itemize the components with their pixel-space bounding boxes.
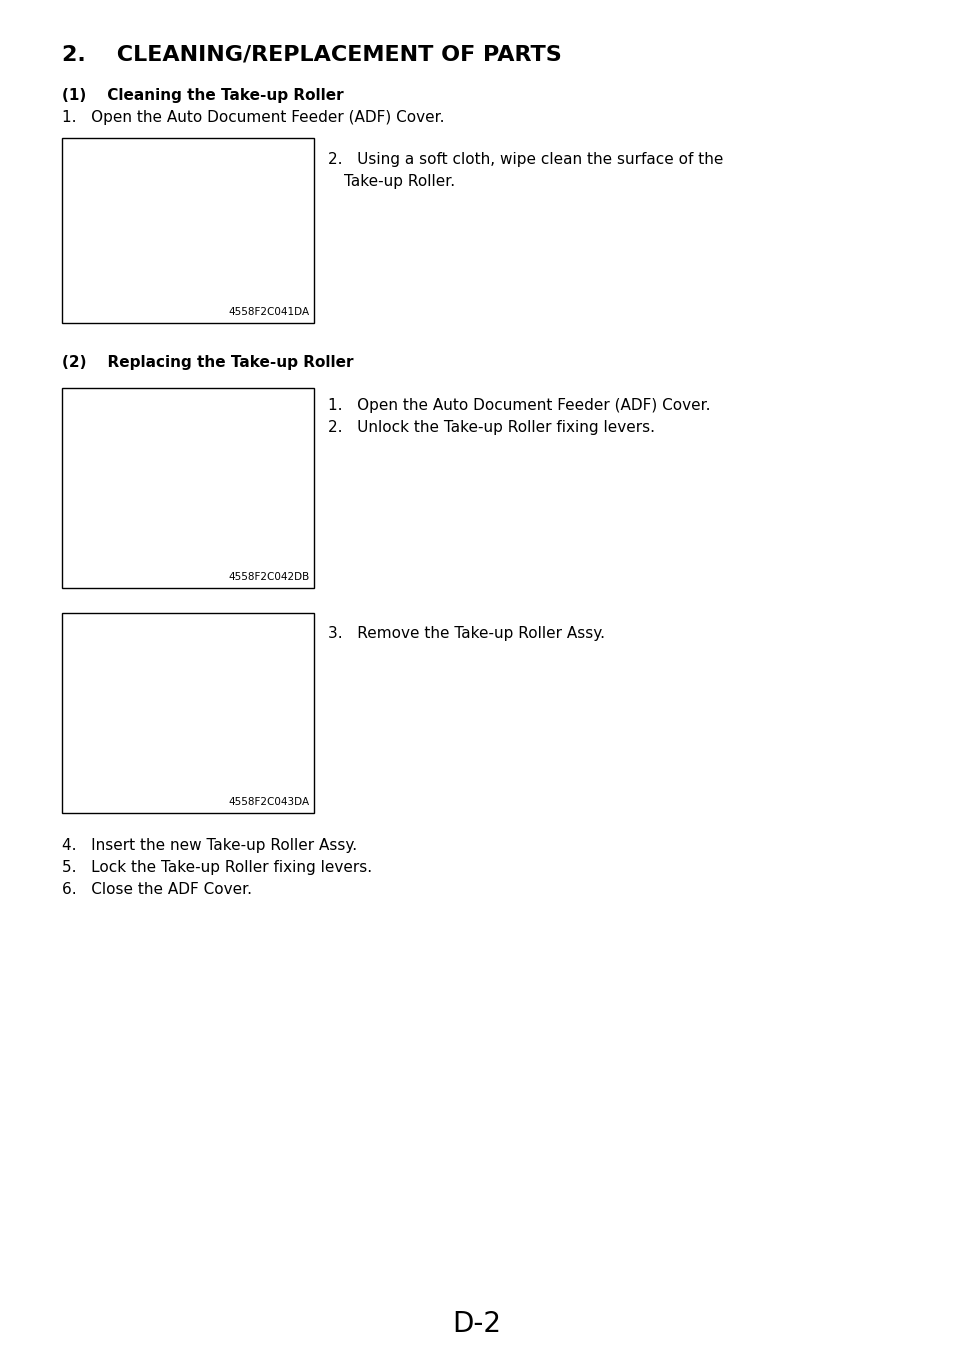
Text: 2.   Using a soft cloth, wipe clean the surface of the: 2. Using a soft cloth, wipe clean the su… <box>328 151 722 168</box>
Text: 4558F2C042DB: 4558F2C042DB <box>229 572 310 581</box>
Text: (2)    Replacing the Take-up Roller: (2) Replacing the Take-up Roller <box>62 356 354 370</box>
Text: (1)    Cleaning the Take-up Roller: (1) Cleaning the Take-up Roller <box>62 88 343 103</box>
Text: Take-up Roller.: Take-up Roller. <box>344 174 455 189</box>
Text: 3.   Remove the Take-up Roller Assy.: 3. Remove the Take-up Roller Assy. <box>328 626 604 641</box>
Text: D-2: D-2 <box>452 1310 501 1338</box>
Text: 2.    CLEANING/REPLACEMENT OF PARTS: 2. CLEANING/REPLACEMENT OF PARTS <box>62 45 561 65</box>
Text: 1.   Open the Auto Document Feeder (ADF) Cover.: 1. Open the Auto Document Feeder (ADF) C… <box>328 397 710 412</box>
Text: 4558F2C041DA: 4558F2C041DA <box>229 307 310 316</box>
Bar <box>62 138 314 323</box>
Text: 1.   Open the Auto Document Feeder (ADF) Cover.: 1. Open the Auto Document Feeder (ADF) C… <box>62 110 444 124</box>
Text: 4558F2C043DA: 4558F2C043DA <box>229 796 310 807</box>
Text: 5.   Lock the Take-up Roller fixing levers.: 5. Lock the Take-up Roller fixing levers… <box>62 860 372 875</box>
Bar <box>62 388 314 588</box>
Text: 4.   Insert the new Take-up Roller Assy.: 4. Insert the new Take-up Roller Assy. <box>62 838 356 853</box>
Bar <box>62 612 314 813</box>
Text: 2.   Unlock the Take-up Roller fixing levers.: 2. Unlock the Take-up Roller fixing leve… <box>328 420 655 435</box>
Text: 6.   Close the ADF Cover.: 6. Close the ADF Cover. <box>62 882 252 896</box>
